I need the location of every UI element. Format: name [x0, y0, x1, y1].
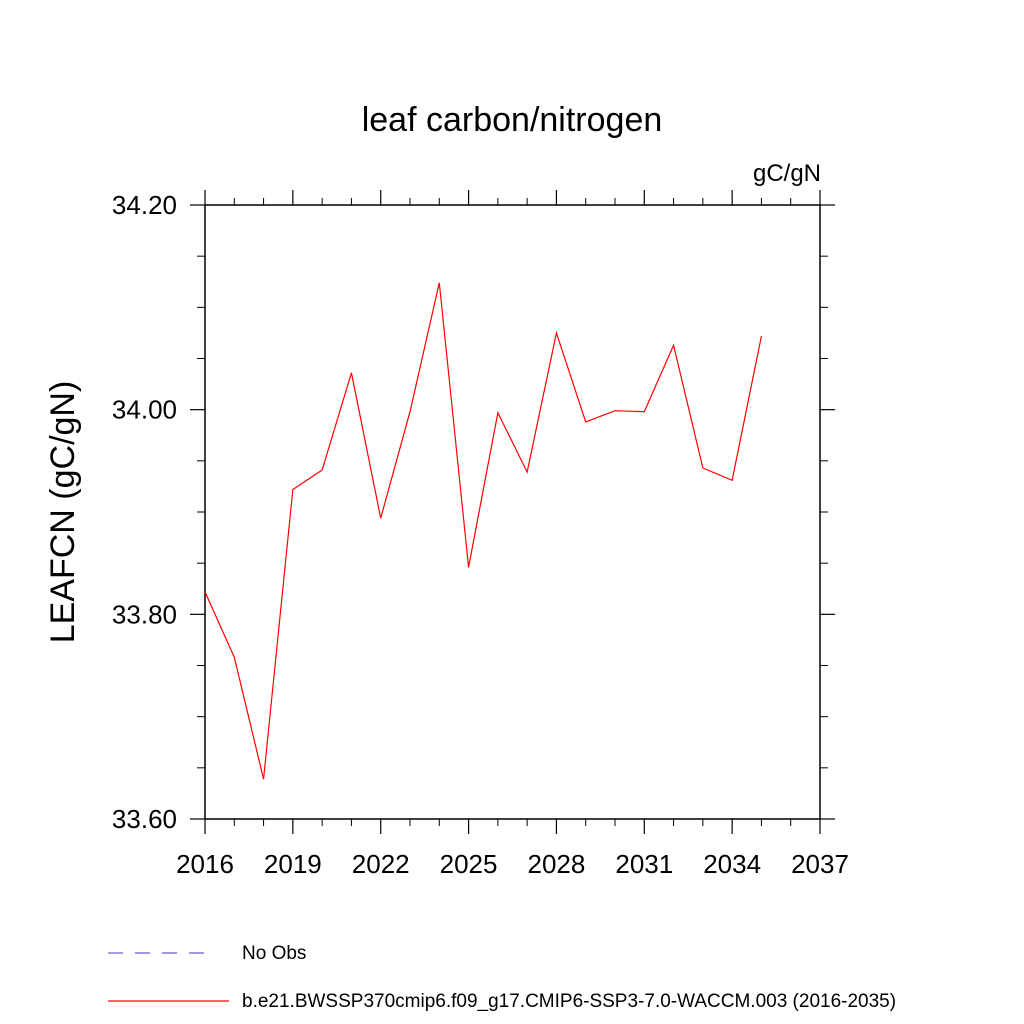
x-tick-label: 2019 [264, 849, 322, 879]
axis-ticks [190, 190, 835, 834]
series-line [204, 282, 763, 780]
x-tick-label: 2022 [352, 849, 410, 879]
y-tick-label: 34.00 [112, 395, 177, 425]
y-axis-label: LEAFCN (gC/gN) [44, 381, 82, 644]
legend-label-model-run: b.e21.BWSSP370cmip6.f09_g17.CMIP6-SSP3-7… [242, 991, 896, 1012]
legend: No Obs b.e21.BWSSP370cmip6.f09_g17.CMIP6… [108, 943, 896, 1012]
chart-title: leaf carbon/nitrogen [362, 101, 663, 139]
x-tick-label: 2016 [176, 849, 234, 879]
y-tick-label: 33.60 [112, 804, 177, 834]
x-tick-label: 2037 [791, 849, 849, 879]
series-layer [204, 282, 763, 780]
plot-frame [204, 204, 821, 820]
x-tick-label: 2031 [615, 849, 673, 879]
x-tick-label: 2028 [528, 849, 586, 879]
x-tick-label: 2025 [440, 849, 498, 879]
x-tick-label: 2034 [703, 849, 761, 879]
units-label: gC/gN [753, 160, 821, 187]
y-tick-label: 34.20 [112, 190, 177, 220]
legend-label-no-obs: No Obs [242, 943, 306, 964]
y-tick-label: 33.80 [112, 599, 177, 629]
axis-tick-labels: 2016 2019 2022 2025 2028 2031 2034 2037 33.60 33.… [112, 190, 849, 879]
